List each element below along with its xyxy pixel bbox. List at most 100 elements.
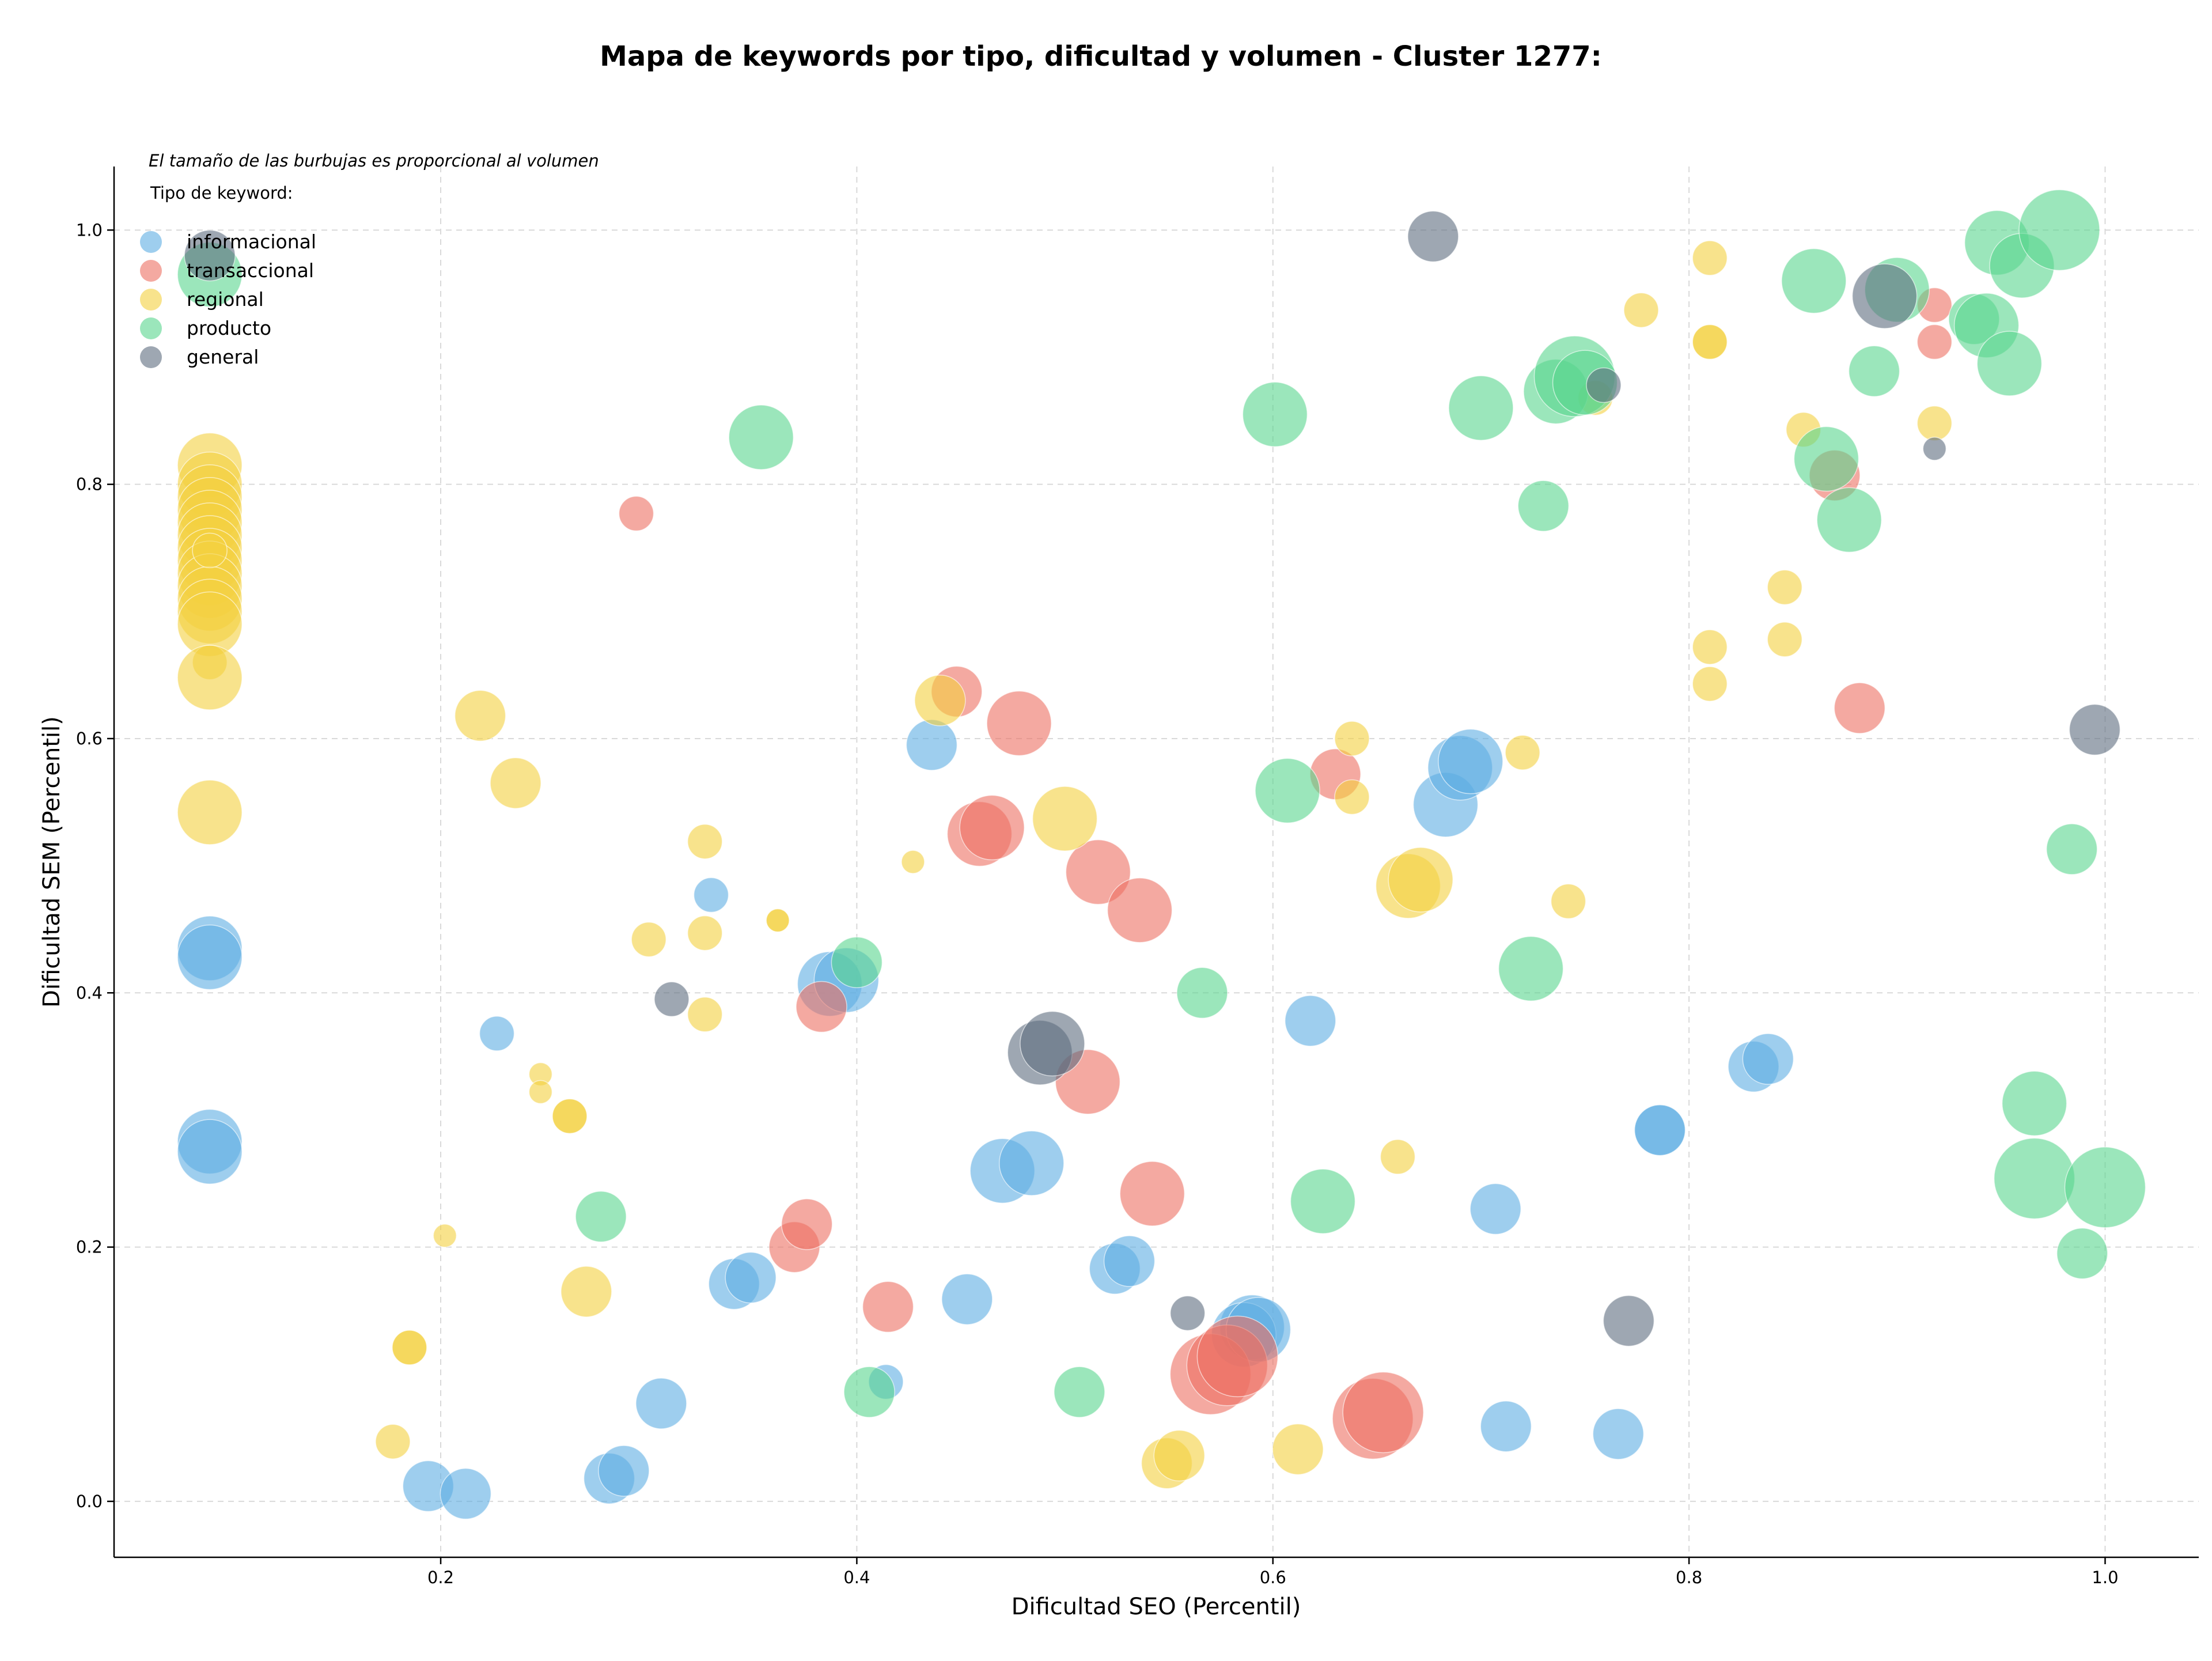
bubble-regional-57	[1916, 405, 1953, 441]
bubble-transaccional-3	[796, 981, 847, 1033]
legend-label-general: general	[187, 346, 259, 368]
bubble-informacional-33	[1634, 1104, 1686, 1156]
x-axis-label: Dificultad SEO (Percentil)	[1012, 1594, 1301, 1620]
bubble-regional-55	[1767, 622, 1803, 657]
bubble-regional-24	[528, 1080, 553, 1104]
bubble-producto-1	[575, 1190, 627, 1243]
bubble-general-5	[1407, 210, 1459, 263]
bubble-producto-26	[2001, 1070, 2067, 1137]
legend-marker-producto	[140, 317, 162, 339]
y-tick-label-0: 0.0	[76, 1492, 103, 1511]
bubble-transaccional-4	[862, 1281, 914, 1333]
legend-label-producto: producto	[187, 317, 271, 339]
bubble-regional-52	[1692, 629, 1728, 665]
bubble-informacional-5	[440, 1467, 492, 1520]
bubble-regional-19	[392, 1330, 427, 1365]
bubble-informacional-9	[635, 1378, 687, 1429]
bubble-informacional-21	[1103, 1235, 1156, 1287]
bubble-producto-7	[1242, 381, 1308, 448]
bubble-regional-46	[1550, 883, 1586, 920]
bubble-regional-41	[1334, 779, 1370, 815]
bubble-transaccional-7	[959, 794, 1025, 861]
bubble-producto-19	[1848, 345, 1900, 398]
bubble-general-10	[2069, 703, 2121, 756]
y-tick-label-1: 0.2	[76, 1238, 103, 1257]
bubble-regional-51	[1692, 324, 1728, 360]
bubble-producto-8	[1255, 758, 1320, 824]
bubble-transaccional-0	[618, 495, 654, 532]
bubble-transaccional-10	[1065, 839, 1131, 905]
bubble-regional-38	[1153, 1429, 1205, 1482]
bubble-regional-44	[1388, 847, 1453, 913]
bubble-informacional-3	[177, 1119, 243, 1185]
bubble-informacional-25	[1285, 995, 1336, 1047]
legend-marker-general	[140, 346, 162, 368]
legend-marker-regional	[140, 289, 162, 311]
bubble-regional-53	[1692, 666, 1728, 702]
legend-label-informacional: informacional	[187, 230, 316, 253]
bubble-regional-30	[687, 915, 723, 951]
bubble-regional-34	[901, 850, 925, 874]
bubble-informacional-8	[598, 1445, 650, 1497]
bubble-regional-35	[914, 675, 966, 727]
bubble-informacional-17	[941, 1273, 993, 1325]
bubble-regional-39	[1272, 1423, 1324, 1475]
bubble-regional-13	[192, 532, 228, 569]
bubble-producto-12	[1517, 480, 1570, 532]
bubble-informacional-19	[999, 1130, 1065, 1196]
bubble-regional-26	[552, 1098, 588, 1134]
legend-marker-informacional	[140, 231, 162, 253]
bubble-general-9	[1922, 437, 1947, 461]
bubble-transaccional-12	[1119, 1161, 1185, 1227]
bubble-regional-29	[687, 823, 723, 860]
bubble-general-0	[184, 229, 236, 282]
bubble-informacional-16	[906, 719, 958, 771]
legend-label-regional: regional	[187, 288, 264, 311]
bubble-producto-4	[843, 1366, 895, 1418]
bubble-transaccional-2	[781, 1198, 833, 1250]
bubble-producto-29	[2046, 823, 2098, 875]
bubble-regional-36	[1032, 786, 1098, 852]
bubble-producto-18	[1816, 487, 1882, 553]
x-tick-label-3: 0.8	[1676, 1568, 1702, 1587]
bubble-regional-15	[177, 645, 243, 710]
bubble-informacional-30	[1480, 1400, 1532, 1452]
bubble-general-7	[1603, 1295, 1655, 1347]
legend-label-transaccional: transaccional	[187, 259, 314, 282]
bubble-transaccional-18	[1342, 1371, 1424, 1454]
bubble-informacional-12	[725, 1251, 777, 1304]
bubble-informacional-31	[1592, 1408, 1645, 1460]
bubble-producto-31	[2064, 1147, 2146, 1228]
bubble-regional-27	[560, 1266, 612, 1318]
bubble-informacional-35	[1742, 1033, 1794, 1085]
bubble-regional-45	[1505, 735, 1540, 770]
grid-lines	[114, 167, 2199, 1557]
bubble-transaccional-8	[986, 690, 1052, 756]
chart-title: Mapa de keywords por tipo, dificultad y …	[600, 40, 1602, 73]
x-tick-label-1: 0.4	[843, 1568, 870, 1587]
bubble-producto-16	[1781, 248, 1847, 314]
bubble-transaccional-21	[1916, 324, 1953, 360]
bubble-regional-17	[375, 1424, 411, 1459]
bubble-producto-27	[2018, 189, 2100, 271]
bubble-regional-16	[177, 780, 243, 845]
bubble-informacional-29	[1469, 1183, 1521, 1235]
x-tick-label-0: 0.2	[427, 1568, 454, 1587]
bubble-regional-22	[490, 757, 541, 809]
bubble-general-6	[1586, 367, 1622, 403]
bubble-producto-3	[831, 936, 883, 989]
bubble-transaccional-20	[1834, 682, 1886, 734]
y-tick-label-4: 0.8	[76, 475, 103, 494]
bubble-regional-20	[433, 1223, 457, 1248]
bubble-general-1	[654, 981, 690, 1017]
bubble-producto-28	[1993, 1137, 2075, 1220]
axis-ticks: 0.2 0.4 0.6 0.8 1.0 0.0 0.2 0.4 0.6 0.8 1.0	[76, 220, 2119, 1587]
bubble-informacional-1	[177, 924, 243, 990]
bubble-producto-5	[1054, 1366, 1105, 1418]
bubble-regional-28	[631, 921, 666, 958]
legend: informacional transaccional regional produc…	[140, 230, 316, 368]
bubble-informacional-10	[693, 877, 729, 913]
bubble-general-4	[1169, 1295, 1206, 1331]
x-tick-label-2: 0.6	[1260, 1568, 1286, 1587]
